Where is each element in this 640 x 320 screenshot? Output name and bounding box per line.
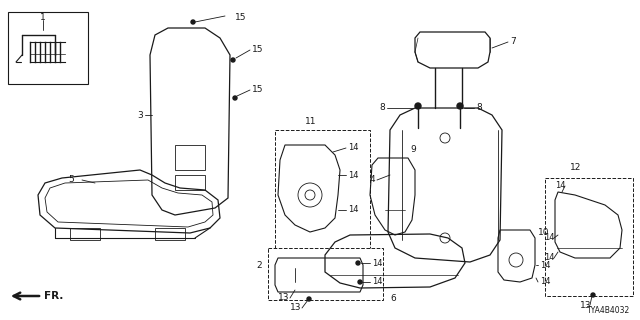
- Circle shape: [294, 288, 298, 292]
- Text: 15: 15: [235, 13, 246, 22]
- Circle shape: [191, 20, 195, 24]
- Text: 13: 13: [580, 300, 591, 309]
- Text: 11: 11: [305, 117, 317, 126]
- Text: 14: 14: [540, 260, 550, 269]
- Text: 6: 6: [390, 294, 396, 303]
- Text: 14: 14: [348, 143, 358, 153]
- Text: 15: 15: [252, 85, 264, 94]
- Circle shape: [307, 297, 311, 301]
- Text: 13: 13: [278, 293, 289, 302]
- Text: 13: 13: [290, 303, 301, 313]
- Text: 14: 14: [372, 277, 383, 286]
- Text: 4: 4: [369, 175, 375, 185]
- Bar: [545, 178, 633, 296]
- Text: 1: 1: [40, 13, 46, 22]
- Circle shape: [233, 96, 237, 100]
- Circle shape: [231, 58, 235, 62]
- Text: 14: 14: [540, 277, 550, 286]
- Text: 14: 14: [545, 253, 555, 262]
- Bar: [275, 130, 370, 290]
- Circle shape: [457, 103, 463, 109]
- Text: 14: 14: [372, 259, 383, 268]
- Text: 5: 5: [68, 175, 74, 185]
- Circle shape: [358, 280, 362, 284]
- Bar: [268, 248, 383, 300]
- Text: 14: 14: [555, 180, 566, 189]
- Bar: [8, 12, 88, 84]
- Text: 8: 8: [380, 103, 385, 113]
- Text: 8: 8: [476, 103, 482, 113]
- Circle shape: [591, 293, 595, 297]
- Text: 9: 9: [410, 146, 416, 155]
- Text: 14: 14: [348, 171, 358, 180]
- Text: 2: 2: [257, 260, 262, 269]
- Text: 3: 3: [137, 110, 143, 119]
- Text: 15: 15: [252, 45, 264, 54]
- Text: TYA4B4032: TYA4B4032: [587, 306, 630, 315]
- Text: 12: 12: [570, 163, 581, 172]
- Text: FR.: FR.: [44, 291, 63, 301]
- Circle shape: [415, 103, 421, 109]
- Text: 14: 14: [545, 234, 555, 243]
- Text: 10: 10: [538, 228, 550, 237]
- Text: 7: 7: [510, 37, 516, 46]
- Text: 14: 14: [348, 205, 358, 214]
- Circle shape: [356, 261, 360, 265]
